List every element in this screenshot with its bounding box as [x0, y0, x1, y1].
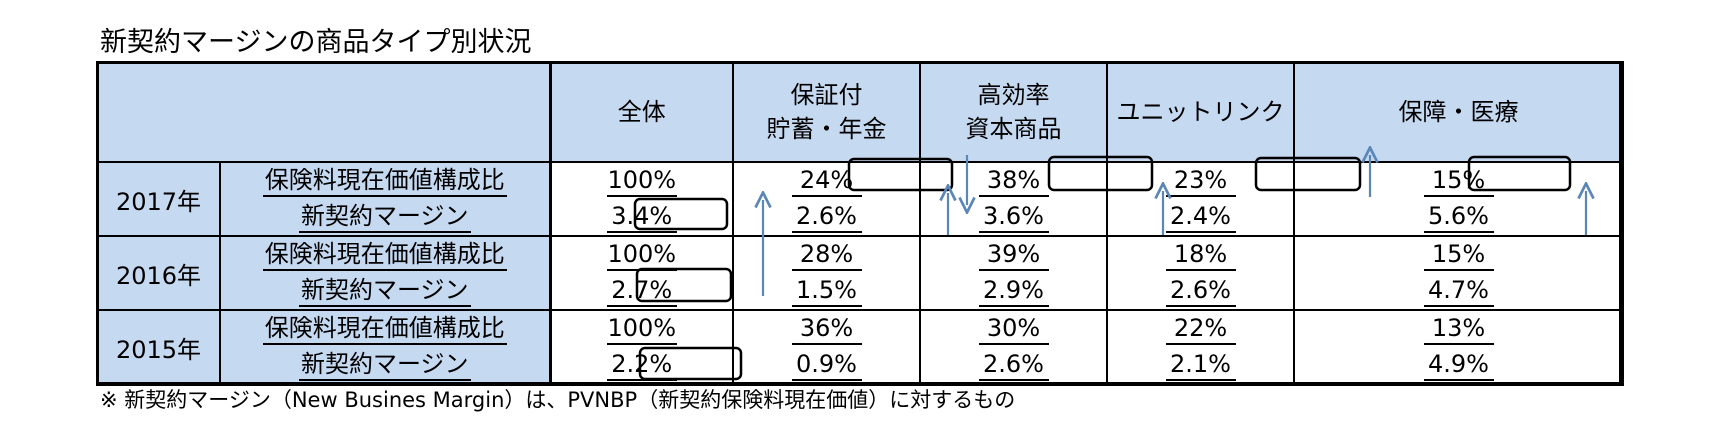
table-cell: 4.7% — [1293, 273, 1624, 311]
highlight-box — [1254, 156, 1362, 192]
footnote: ※ 新契約マージン（New Busines Margin）は、PVNBP（新契約… — [100, 388, 1016, 412]
table-cell: 2.6% — [1106, 273, 1295, 311]
header-col-protection-medical: 保障・医療 — [1293, 61, 1624, 163]
table-cell: 39% — [919, 236, 1108, 273]
table-cell: 15% — [1293, 236, 1624, 273]
table-cell: 2.1% — [1106, 347, 1295, 386]
table-cell: 23% — [1106, 162, 1295, 199]
highlight-box — [847, 157, 954, 192]
table-cell: 100% — [549, 310, 734, 347]
table-cell: 2.4% — [1106, 199, 1295, 237]
year-label: 2017年 — [96, 161, 221, 237]
table-row: 2015年 保険料現在価値構成比 100% 36% 30% 22% 13% — [96, 309, 1624, 386]
table-cell: 100% — [549, 162, 734, 199]
table-cell: 2.7% — [549, 273, 734, 311]
table-cell: 5.6% — [1293, 199, 1624, 237]
metric-label: 保険料現在価値構成比 — [219, 236, 552, 273]
header-row: 全体 保証付 貯蓄・年金 高効率 資本商品 ユニットリンク 保障・医療 — [96, 61, 1624, 163]
highlight-box — [638, 346, 743, 381]
metric-label: 保険料現在価値構成比 — [219, 310, 552, 347]
metric-label: 新契約マージン — [219, 273, 552, 311]
year-label: 2016年 — [96, 235, 221, 311]
header-col-capital-efficient: 高効率 資本商品 — [919, 61, 1108, 163]
table-cell: 22% — [1106, 310, 1295, 347]
header-corner — [96, 61, 552, 163]
table-row: 新契約マージン 2.7% 1.5% 2.9% 2.6% 4.7% — [97, 273, 1624, 311]
table-cell: 36% — [732, 310, 921, 347]
page-title: 新契約マージンの商品タイプ別状況 — [100, 27, 532, 58]
metric-label: 保険料現在価値構成比 — [219, 162, 552, 199]
table-cell: 100% — [549, 236, 734, 273]
table-cell: 18% — [1106, 236, 1295, 273]
highlight-box — [1467, 155, 1572, 192]
table-cell: 3.4% — [549, 199, 734, 237]
highlight-box — [635, 267, 733, 303]
metric-label: 新契約マージン — [219, 347, 552, 386]
highlight-box — [1047, 155, 1154, 192]
table-row: 2016年 保険料現在価値構成比 100% 28% 39% 18% 15% — [96, 235, 1624, 311]
table-cell: 2.9% — [919, 273, 1108, 311]
year-label: 2015年 — [96, 309, 221, 386]
metric-label: 新契約マージン — [219, 199, 552, 237]
highlight-box — [633, 197, 729, 231]
table-row: 新契約マージン 2.2% 0.9% 2.6% 2.1% 4.9% — [97, 347, 1624, 386]
table-cell: 13% — [1293, 310, 1624, 347]
table-cell: 3.6% — [919, 199, 1108, 237]
header-col-guaranteed-savings: 保証付 貯蓄・年金 — [732, 61, 921, 163]
table-cell: 30% — [919, 310, 1108, 347]
